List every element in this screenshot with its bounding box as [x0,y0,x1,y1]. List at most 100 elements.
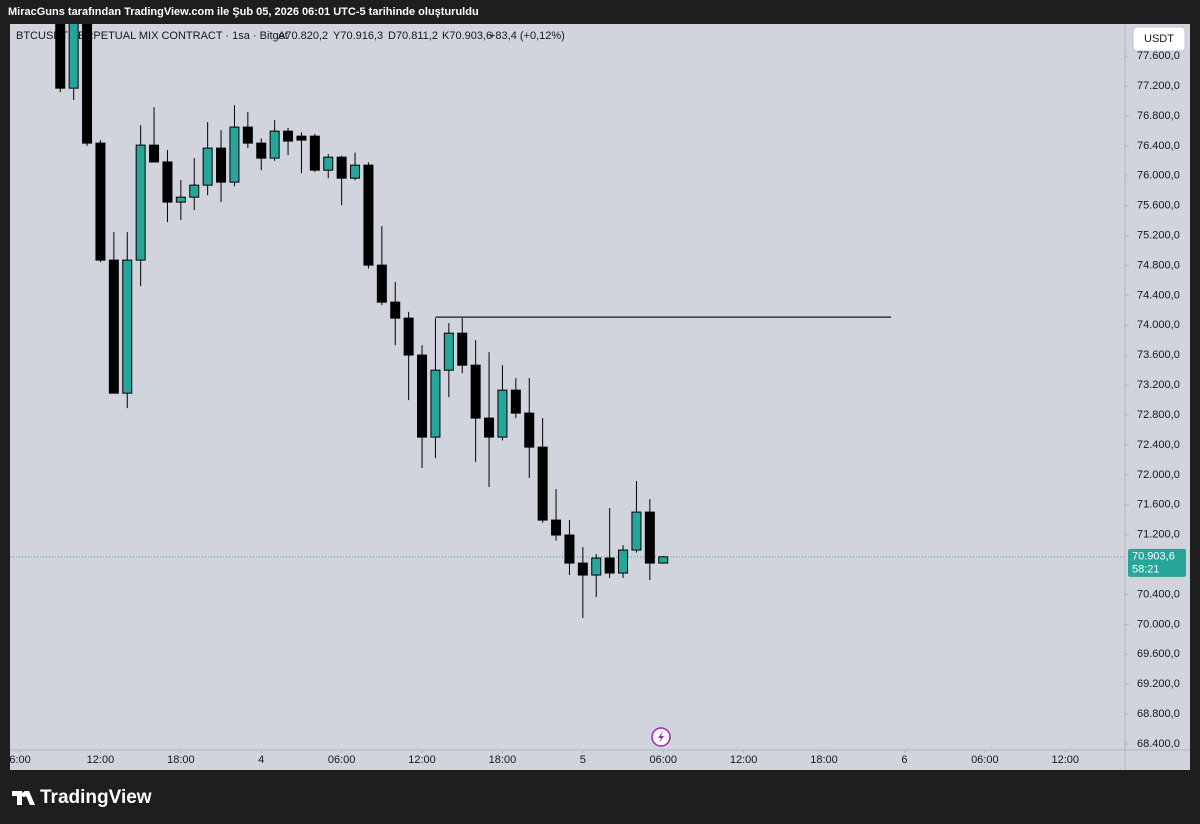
candle-body [149,144,160,163]
x-tick-label: 18:00 [810,754,838,766]
ohlc-legend: A70.820,2 Y70.916,3 D70.811,2 K70.903,6+83,… [278,30,565,42]
y-tick-label: 70.000,0 [1137,618,1180,630]
candle-body [403,317,414,356]
candle-body [417,354,428,438]
y-tick-label: 77.200,0 [1137,80,1180,92]
candle-body [390,301,401,319]
candle-body [283,130,294,142]
candle-body [631,511,642,551]
y-tick-label: 74.000,0 [1137,319,1180,331]
y-tick-label: 71.200,0 [1137,529,1180,541]
candle-body [524,412,535,448]
y-tick-label: 75.200,0 [1137,230,1180,242]
candle-body [363,164,374,266]
candle-body [296,135,307,141]
candle-body [443,332,454,371]
ohlc-value: Y70.916,3 [333,30,383,42]
y-tick-label: 76.400,0 [1137,140,1180,152]
candle-body [470,364,481,419]
y-tick-label: 70.400,0 [1137,588,1180,600]
x-tick-label: 4 [258,754,264,766]
price-label-box [1128,548,1186,577]
x-tick-label: 06:00 [971,754,999,766]
candle-body [256,142,267,159]
logo [12,791,35,805]
candle-body [95,142,106,261]
candle-body [189,184,200,198]
candle-body [457,332,468,366]
candle-body [216,147,227,183]
y-tick-label: 73.200,0 [1137,379,1180,391]
x-tick-label: 6:00 [9,754,30,766]
price-label: 70.903,6 [1132,551,1175,563]
candle-body [484,417,495,438]
y-tick-label: 72.800,0 [1137,409,1180,421]
x-tick-label: 06:00 [649,754,677,766]
y-tick-label: 71.600,0 [1137,499,1180,511]
y-tick-label: 74.800,0 [1137,259,1180,271]
candle-body [336,156,347,179]
candle-body [497,389,508,438]
candle-body [323,156,334,171]
candle-body [242,126,253,144]
y-tick-label: 77.600,0 [1137,50,1180,62]
ohlc-value: +83,4 (+0,12%) [489,30,565,42]
chart-area [10,24,1190,770]
candle-body [68,24,79,89]
candle-body [162,161,173,203]
x-tick-label: 12:00 [1051,754,1079,766]
candle-body [350,164,361,179]
plot-area [10,24,1125,619]
candle-body [658,556,669,564]
x-tick-label: 5 [580,754,586,766]
candle-body [229,126,240,183]
brand-text: TradingView [40,787,152,808]
y-tick-label: 68.400,0 [1137,738,1180,750]
y-tick-label: 72.000,0 [1137,469,1180,481]
y-tick-label: 75.600,0 [1137,200,1180,212]
candle-body [537,446,548,521]
header-text: MiracGuns tarafından TradingView.com ile… [8,6,479,18]
ohlc-value: D70.811,2 [388,30,438,42]
candle-body [108,259,119,394]
logo-icon [12,791,35,805]
candle-body [551,519,562,536]
y-tick-label: 69.600,0 [1137,648,1180,660]
candle-body [55,24,66,89]
x-tick-label: 12:00 [730,754,758,766]
ohlc-value: A70.820,2 [278,30,328,42]
candle-body [510,389,521,414]
y-tick-label: 72.400,0 [1137,439,1180,451]
candle-body [577,562,588,576]
y-tick-label: 68.800,0 [1137,708,1180,720]
candle-body [376,264,387,303]
y-tick-label: 69.200,0 [1137,678,1180,690]
ohlc-value: K70.903,6 [442,30,492,42]
candle-body [430,369,441,438]
candle-body [82,24,93,144]
countdown-label: 58:21 [1132,564,1160,576]
x-tick-label: 12:00 [408,754,436,766]
y-tick-label: 76.800,0 [1137,110,1180,122]
candle-body [269,130,280,159]
lightning-glyph [658,731,664,743]
x-tick-label: 06:00 [328,754,356,766]
candle-body [175,196,186,203]
currency-button[interactable] [1132,26,1186,52]
candle-body [202,147,213,186]
y-tick-label: 74.400,0 [1137,289,1180,301]
candle-body [564,534,575,564]
candle-body [591,557,602,576]
candle-body [135,144,146,261]
candle-body [604,557,615,574]
y-tick-label: 73.600,0 [1137,349,1180,361]
candle-body [309,135,320,171]
x-tick-label: 12:00 [87,754,115,766]
x-tick-label: 18:00 [489,754,517,766]
x-tick-label: 6 [901,754,907,766]
candle-body [122,259,133,394]
currency-label[interactable]: USDT [1144,33,1174,45]
x-tick-label: 18:00 [167,754,195,766]
